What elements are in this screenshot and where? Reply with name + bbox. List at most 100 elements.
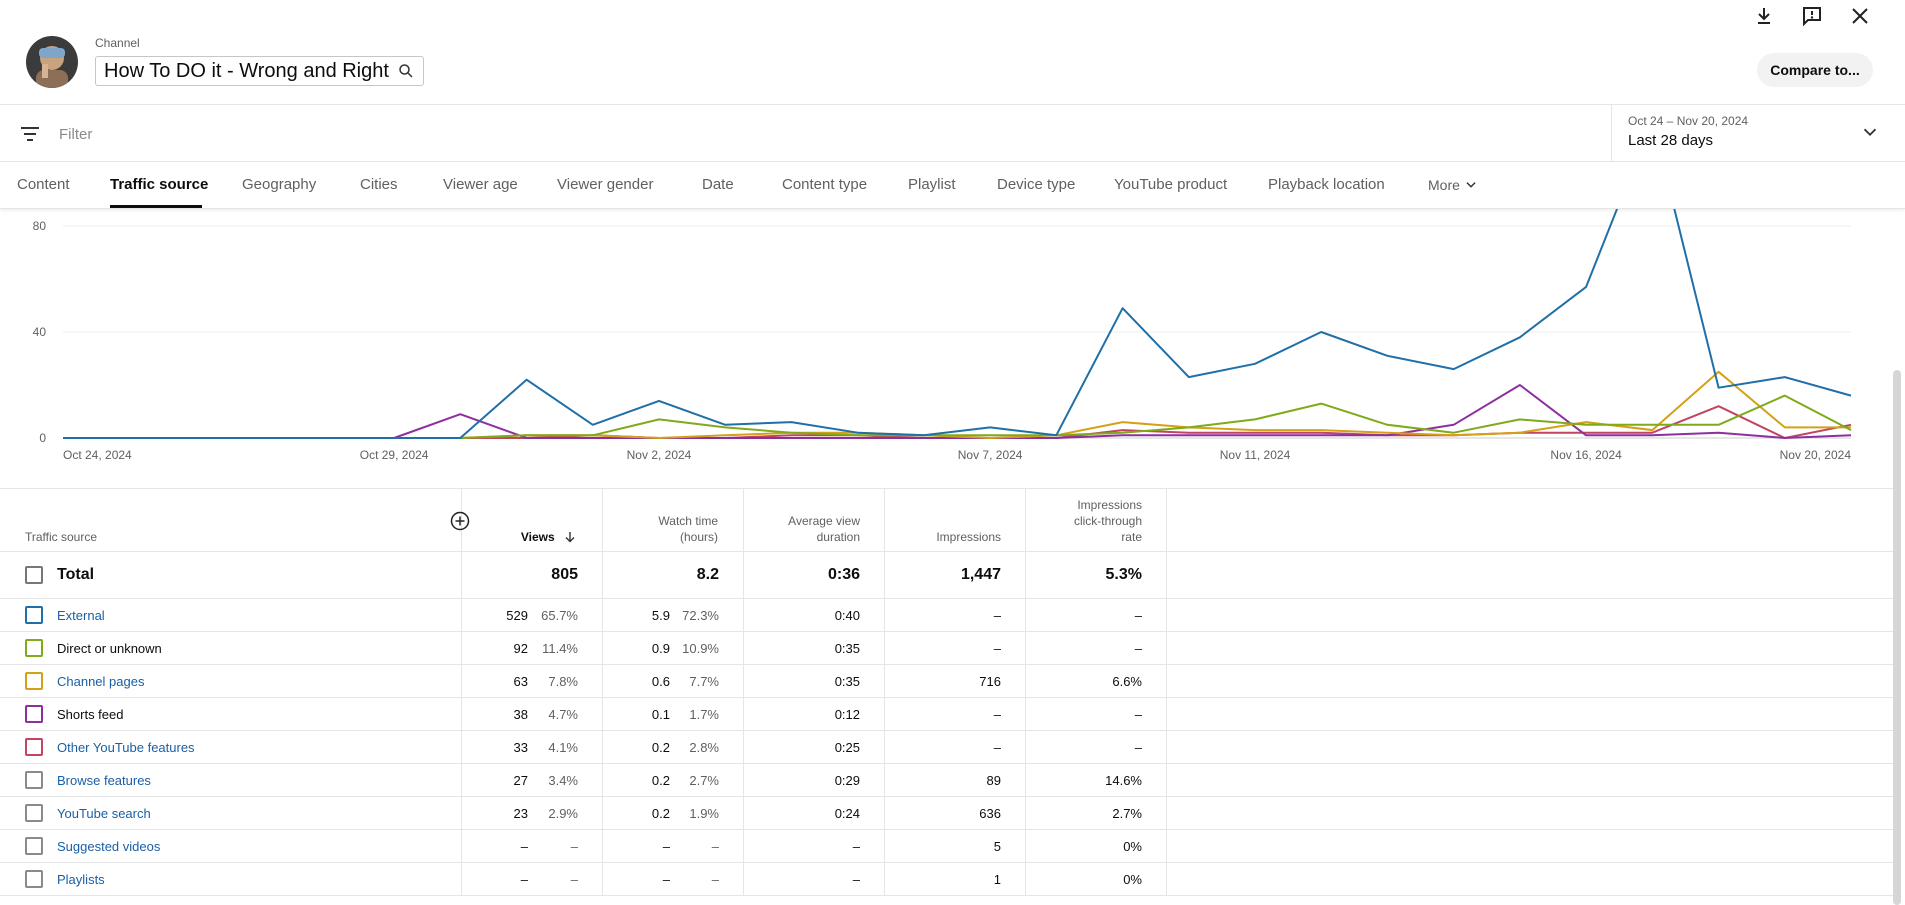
tab-device-type[interactable]: Device type	[997, 176, 1076, 193]
ctr-value: –	[1134, 740, 1142, 755]
watch-time-percent: 2.8%	[689, 740, 719, 755]
column-divider	[461, 488, 462, 895]
row-checkbox[interactable]	[25, 771, 43, 789]
watch-time-value: –	[662, 872, 670, 887]
date-range-label: Last 28 days	[1628, 132, 1714, 149]
views-value: 63	[513, 674, 528, 689]
x-tick-label: Nov 16, 2024	[1550, 448, 1622, 462]
traffic-source-table: Traffic source Views Watch time (hours) …	[0, 488, 1900, 905]
column-divider	[602, 488, 603, 895]
total-watch-time: 8.2	[696, 566, 719, 583]
views-value: 92	[513, 641, 528, 656]
date-range-picker[interactable]: Oct 24 – Nov 20, 2024 Last 28 days	[1611, 105, 1905, 161]
y-tick-label: 40	[33, 325, 47, 339]
views-value: 529	[506, 608, 528, 623]
channel-caption: Channel	[95, 36, 140, 50]
header-ctr[interactable]: Impressions click-through rate	[1030, 497, 1142, 545]
ctr-value: 0%	[1123, 839, 1142, 854]
views-percent: 11.4%	[542, 641, 578, 656]
watch-time-value: –	[662, 839, 670, 854]
traffic-source-link[interactable]: Playlists	[57, 872, 105, 887]
traffic-source-link[interactable]: Channel pages	[57, 674, 145, 689]
watch-time-percent: 72.3%	[682, 608, 719, 623]
watch-time-value: 0.2	[651, 806, 670, 821]
close-icon[interactable]	[1848, 4, 1872, 28]
tab-playback-location[interactable]: Playback location	[1268, 176, 1385, 193]
watch-time-percent: –	[711, 839, 719, 854]
tab-more[interactable]: More	[1428, 177, 1478, 193]
row-checkbox[interactable]	[25, 837, 43, 855]
x-tick-label: Nov 2, 2024	[627, 448, 692, 462]
header-impressions[interactable]: Impressions	[936, 530, 1001, 544]
row-checkbox[interactable]	[25, 606, 43, 624]
total-checkbox[interactable]	[25, 566, 43, 584]
row-checkbox[interactable]	[25, 738, 43, 756]
download-icon[interactable]	[1752, 4, 1776, 28]
feedback-icon[interactable]	[1800, 4, 1824, 28]
impressions-value: 5	[993, 839, 1001, 854]
avg-view-duration-value: 0:35	[834, 641, 860, 656]
header-views[interactable]: Views	[470, 529, 576, 545]
views-value: –	[520, 839, 528, 854]
header-ctr-line3: rate	[1121, 530, 1142, 544]
row-checkbox[interactable]	[25, 870, 43, 888]
tab-date[interactable]: Date	[702, 176, 734, 193]
traffic-chart: 0 40 80 Oct 24, 2024 Oct 29, 2024 Nov 2, 2024…	[33, 209, 1852, 462]
views-percent: 3.4%	[548, 773, 578, 788]
filter-input[interactable]	[57, 122, 461, 146]
header-avg-line2: duration	[816, 530, 860, 544]
tab-cities[interactable]: Cities	[360, 176, 398, 193]
views-percent: –	[570, 839, 578, 854]
total-ctr: 5.3%	[1105, 566, 1142, 583]
channel-selector[interactable]: How To DO it - Wrong and Right	[95, 56, 424, 86]
chevron-down-icon	[1863, 128, 1877, 137]
views-value: –	[520, 872, 528, 887]
traffic-source-link[interactable]: External	[57, 608, 105, 623]
watch-time-value: 0.2	[651, 773, 670, 788]
impressions-value: –	[993, 608, 1001, 623]
header: Channel How To DO it - Wrong and Right C…	[0, 0, 1905, 105]
header-ctr-line1: Impressions	[1077, 498, 1142, 512]
row-checkbox[interactable]	[25, 804, 43, 822]
impressions-value: –	[993, 707, 1001, 722]
views-percent: 2.9%	[548, 806, 578, 821]
tab-content[interactable]: Content	[17, 176, 70, 193]
traffic-source-link[interactable]: Browse features	[57, 773, 151, 788]
tab-content-type[interactable]: Content type	[782, 176, 868, 193]
header-ctr-line2: click-through	[1073, 514, 1142, 528]
scrollbar[interactable]	[1893, 370, 1901, 905]
row-checkbox[interactable]	[25, 639, 43, 657]
search-icon[interactable]	[397, 62, 415, 80]
total-label: Total	[57, 566, 95, 583]
row-divider	[0, 598, 1900, 599]
impressions-value: 636	[979, 806, 1001, 821]
filter-icon[interactable]	[18, 122, 42, 146]
tab-playlist[interactable]: Playlist	[908, 176, 956, 193]
watch-time-percent: –	[711, 872, 719, 887]
traffic-source-link[interactable]: Suggested videos	[57, 839, 161, 854]
row-divider	[0, 862, 1900, 863]
tab-traffic-source[interactable]: Traffic source	[110, 176, 209, 193]
ctr-value: –	[1134, 608, 1142, 623]
traffic-source-label: Direct or unknown	[57, 641, 162, 656]
watch-time-percent: 1.9%	[689, 806, 719, 821]
avg-view-duration-value: 0:12	[834, 707, 860, 722]
tab-viewer-age[interactable]: Viewer age	[443, 176, 518, 193]
row-checkbox[interactable]	[25, 672, 43, 690]
x-tick-label: Nov 7, 2024	[958, 448, 1023, 462]
compare-button[interactable]: Compare to...	[1757, 53, 1873, 87]
tab-viewer-gender[interactable]: Viewer gender	[557, 176, 654, 193]
ctr-value: 6.6%	[1112, 674, 1142, 689]
header-avg-view-duration[interactable]: Average view duration	[750, 513, 860, 545]
traffic-source-link[interactable]: YouTube search	[57, 806, 151, 821]
watch-time-percent: 7.7%	[689, 674, 719, 689]
add-metric-icon[interactable]	[450, 511, 470, 531]
impressions-value: 89	[986, 773, 1001, 788]
tab-youtube-product[interactable]: YouTube product	[1114, 176, 1228, 193]
row-checkbox[interactable]	[25, 705, 43, 723]
impressions-value: –	[993, 641, 1001, 656]
header-watch-time[interactable]: Watch time (hours)	[610, 513, 718, 545]
tab-geography[interactable]: Geography	[242, 176, 317, 193]
traffic-source-link[interactable]: Other YouTube features	[57, 740, 195, 755]
channel-avatar[interactable]	[26, 36, 78, 88]
